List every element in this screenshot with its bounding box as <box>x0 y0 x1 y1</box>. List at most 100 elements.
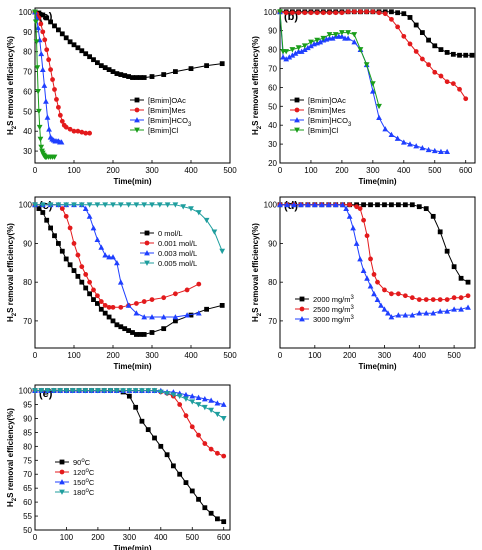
y-tick-label: 90 <box>23 414 32 423</box>
data-point <box>78 202 85 208</box>
data-point <box>469 52 475 58</box>
data-point <box>450 81 456 87</box>
data-point <box>106 304 112 310</box>
data-point <box>289 10 295 16</box>
data-point <box>375 202 380 208</box>
data-point <box>44 47 50 53</box>
data-point <box>98 63 104 69</box>
data-point <box>301 43 308 49</box>
data-point <box>32 388 38 394</box>
data-point <box>221 453 227 459</box>
data-point <box>400 139 407 145</box>
legend-label: [Bmim]Mes <box>308 106 346 115</box>
data-point <box>156 202 163 208</box>
data-point <box>382 11 388 17</box>
y-tick-label: 90 <box>268 239 277 248</box>
data-point <box>291 201 297 208</box>
data-point <box>361 202 366 208</box>
y-tick-label: 80 <box>23 442 32 451</box>
x-tick-label: 0 <box>278 351 283 360</box>
y-tick-label: 50 <box>23 526 32 535</box>
data-point <box>426 62 431 68</box>
data-point <box>114 322 120 328</box>
data-point <box>91 287 96 293</box>
data-point <box>357 206 363 212</box>
data-point <box>48 19 53 25</box>
data-point <box>189 488 195 494</box>
legend-marker <box>294 117 300 123</box>
y-tick-label: 40 <box>268 121 277 130</box>
data-point <box>145 388 152 394</box>
data-point <box>55 202 62 208</box>
x-tick-label: 300 <box>366 166 380 175</box>
data-point <box>43 98 49 104</box>
y-tick-label: 80 <box>268 278 277 287</box>
data-point <box>277 9 283 15</box>
data-point <box>184 312 190 318</box>
data-point <box>141 299 147 304</box>
data-point <box>98 299 104 304</box>
data-point <box>318 201 325 208</box>
data-point <box>419 30 425 35</box>
data-point <box>351 32 358 38</box>
data-point <box>409 312 416 318</box>
data-point <box>308 39 314 45</box>
data-point <box>106 67 112 73</box>
data-point <box>145 427 151 433</box>
data-point <box>208 510 214 516</box>
y-axis-title: H2S removal efficiency(%) <box>251 36 263 135</box>
data-point <box>437 229 443 235</box>
data-point <box>164 452 170 458</box>
data-point <box>219 61 225 67</box>
data-point <box>332 32 339 38</box>
series-line <box>34 204 223 335</box>
data-point <box>423 310 430 316</box>
data-point <box>50 77 55 82</box>
data-point <box>125 202 132 208</box>
data-point <box>409 202 415 208</box>
data-point <box>345 30 351 36</box>
legend-label: 120oC <box>73 468 95 477</box>
data-point <box>67 126 73 132</box>
data-point <box>457 86 462 92</box>
data-point <box>95 388 101 394</box>
legend-marker <box>144 250 150 256</box>
data-point <box>106 314 112 320</box>
legend-label: 2500 mg/m3 <box>313 305 355 314</box>
data-point <box>173 318 178 324</box>
data-point <box>158 443 164 449</box>
y-tick-label: 100 <box>19 387 33 396</box>
x-tick-label: 200 <box>106 351 120 360</box>
data-point <box>458 295 464 301</box>
data-point <box>463 52 469 58</box>
data-point <box>82 205 89 212</box>
data-point <box>76 388 82 394</box>
data-point <box>107 388 114 394</box>
data-point <box>71 268 77 273</box>
x-tick-label: 400 <box>184 166 198 175</box>
legend-label: [Bmim]HCO3 <box>308 116 352 128</box>
x-tick-label: 100 <box>60 533 74 542</box>
chart-panel-b: 0 100 200 300 400 500 600 20 30 40 50 60 70 80 90 100 Ti… <box>251 7 476 186</box>
data-point <box>59 206 65 212</box>
data-point <box>44 15 50 21</box>
legend-marker <box>134 127 140 133</box>
x-tick-label: 100 <box>308 351 322 360</box>
data-point <box>382 126 389 132</box>
data-point <box>382 202 387 208</box>
series-0 <box>32 202 225 337</box>
data-point <box>351 39 358 45</box>
y-tick-label: 100 <box>264 8 278 17</box>
y-tick-label: 70 <box>23 470 32 479</box>
data-point <box>79 264 85 270</box>
data-point <box>130 330 135 335</box>
data-point <box>69 388 76 394</box>
data-point <box>183 396 189 402</box>
series-1 <box>32 9 92 136</box>
data-point <box>320 10 326 16</box>
data-point <box>311 201 318 208</box>
y-tick-label: 90 <box>268 27 277 36</box>
data-point <box>465 304 471 310</box>
